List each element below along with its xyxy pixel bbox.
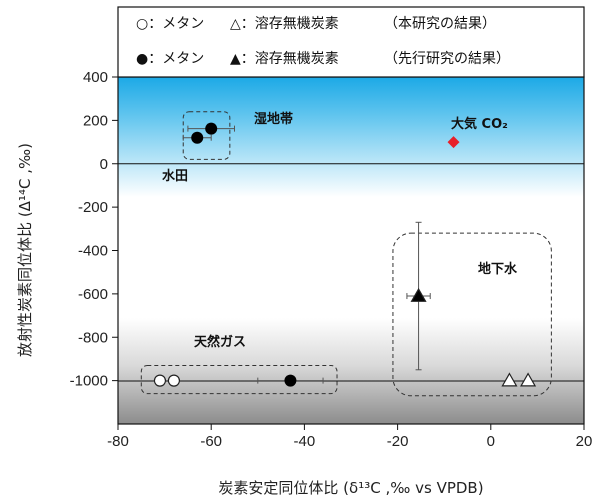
region-label-natural-gas: 天然ガス: [194, 334, 246, 350]
data-marks: [153, 122, 537, 387]
y-tick-label-4: -400: [78, 243, 108, 260]
legend-frame: [117, 6, 585, 78]
series-2-point-2-filled-circle: [284, 374, 297, 387]
legend-row-1-item-1: ▲：溶存無機炭素: [230, 51, 339, 67]
legend-row-1-item-0: ●：メタン: [136, 51, 204, 67]
series-2-point-0-filled-circle: [191, 131, 204, 144]
y-tick-label-1: 200: [83, 112, 108, 129]
legend-row-0-item-1: △：溶存無機炭素: [230, 16, 339, 32]
region-labels: 湿地帯 水田 天然ガス 地下水 大気 CO₂: [162, 111, 518, 350]
series-1-point-0-open-triangle: [501, 372, 518, 387]
series-0-point-0-open-circle: [153, 374, 167, 387]
series-0-point-1-open-circle: [167, 374, 181, 387]
region-box-3: [392, 232, 552, 397]
series-2-point-1-filled-circle: [205, 122, 218, 135]
y-tick-label-2: 0: [100, 156, 108, 173]
x-tick-label-3: -20: [387, 433, 409, 450]
x-tick-label-1: -60: [200, 433, 222, 450]
region-label-paddy-field: 水田: [162, 168, 188, 184]
y-tick-label-5: -600: [78, 286, 108, 303]
series-4-point-0-red-diamond: [447, 136, 460, 149]
atmospheric-co2-label: 大気 CO₂: [451, 116, 508, 132]
y-tick-label-0: 400: [83, 69, 108, 86]
axes: -80 -60 -40 -20 0 204002000-200-400-600-800-1…: [70, 69, 593, 450]
y-tick-label-6: -800: [78, 329, 108, 346]
legend-row-1-note: （先行研究の結果）: [384, 51, 510, 67]
plot-backgrounds: [118, 77, 584, 424]
x-tick-label-2: -40: [294, 433, 316, 450]
y-tick-label-3: -200: [78, 199, 108, 216]
y-tick-label-7: -1000: [70, 373, 108, 390]
x-tick-label-5: 20: [576, 433, 593, 450]
series-1-point-1-open-triangle: [520, 372, 537, 387]
series-3-point-0-filled-triangle: [410, 287, 427, 302]
region-label-wetland: 湿地帯: [254, 111, 293, 127]
x-tick-label-4: 0: [487, 433, 495, 450]
legend-row-0-note: （本研究の結果）: [384, 16, 496, 32]
region-box-2: [140, 364, 338, 395]
y-axis-title: 放射性炭素同位体比 (Δ¹⁴C ,‰): [16, 143, 34, 357]
fossil-band: [118, 318, 584, 424]
x-axis-title: 炭素安定同位体比 (δ¹³C ,‰ vs VPDB): [218, 479, 483, 497]
region-label-groundwater: 地下水: [478, 261, 518, 277]
x-tick-label-0: -80: [107, 433, 129, 450]
legend-row-0-item-0: ○：メタン: [136, 16, 204, 32]
legend: ○：メタン △：溶存無機炭素 （本研究の結果） ●：メタン ▲：溶存無機炭素 （先行研究の…: [117, 6, 585, 78]
